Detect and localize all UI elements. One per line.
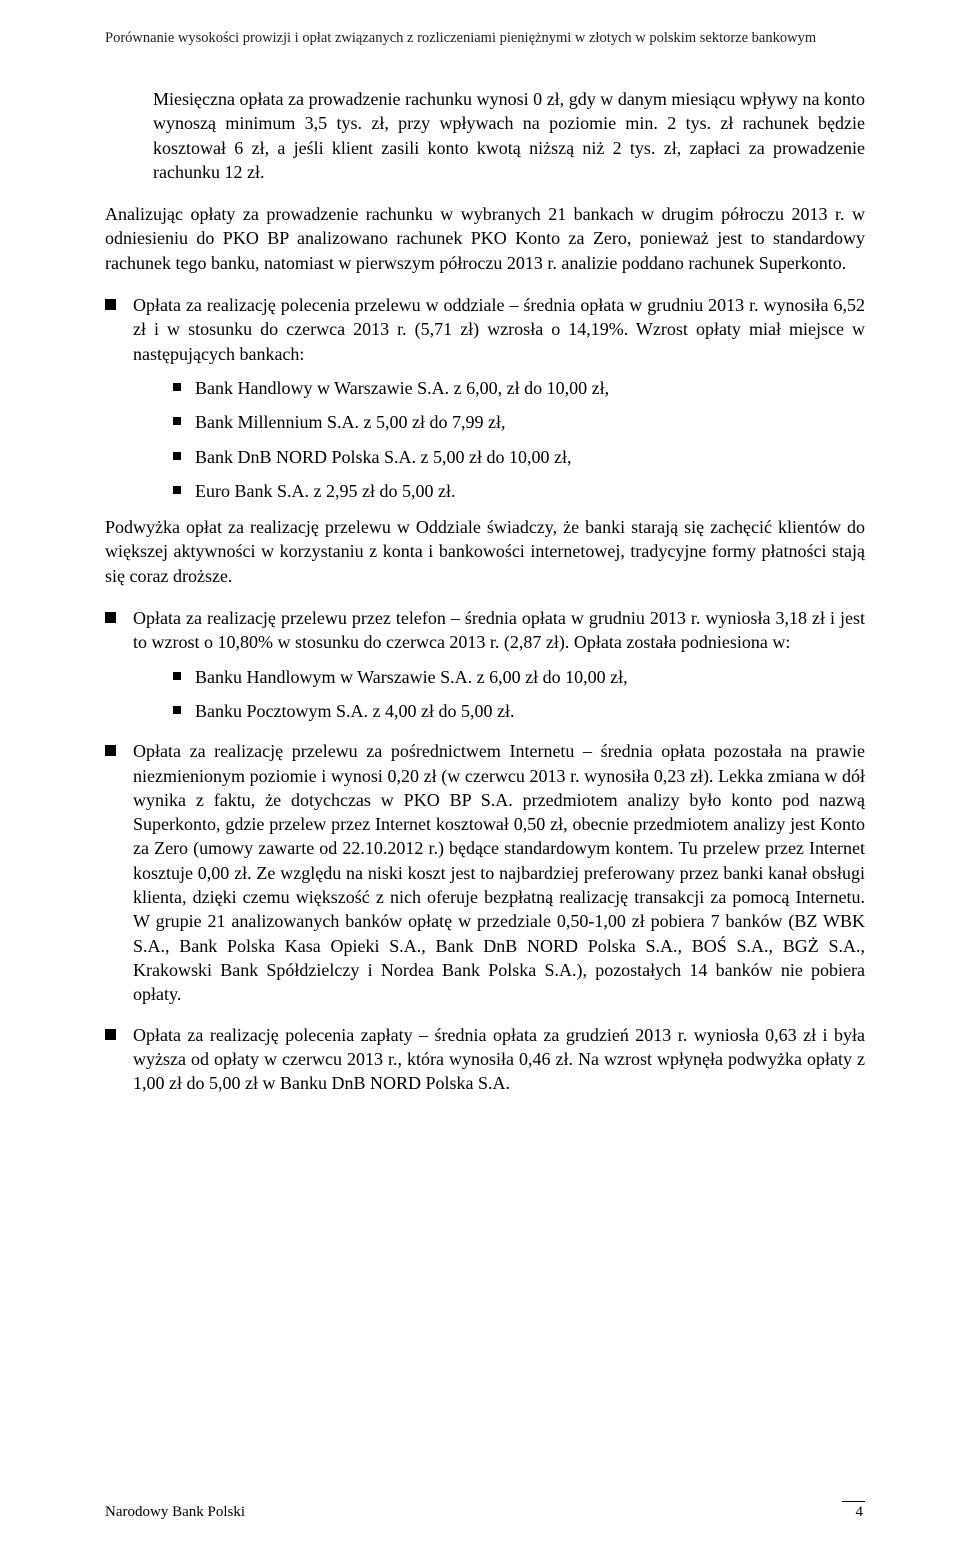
- bullet-item: Opłata za realizację przelewu za pośredn…: [105, 739, 865, 1006]
- indented-paragraph-block: Miesięczna opłata za prowadzenie rachunk…: [153, 87, 865, 184]
- bullet-list-level1: Opłata za realizację przelewu przez tele…: [105, 606, 865, 1095]
- body-paragraph: Podwyżka opłat za realizację przelewu w …: [105, 515, 865, 588]
- sub-bullet-item: Bank Millennium S.A. z 5,00 zł do 7,99 z…: [173, 410, 865, 434]
- sub-bullet-item: Bank DnB NORD Polska S.A. z 5,00 zł do 1…: [173, 445, 865, 469]
- bullet-list-level1: Opłata za realizację polecenia przelewu …: [105, 293, 865, 503]
- bullet-lead-text: Opłata za realizację przelewu przez tele…: [133, 608, 865, 652]
- sub-bullet-item: Euro Bank S.A. z 2,95 zł do 5,00 zł.: [173, 479, 865, 503]
- bullet-item: Opłata za realizację polecenia zapłaty –…: [105, 1023, 865, 1096]
- sub-bullet-item: Bank Handlowy w Warszawie S.A. z 6,00, z…: [173, 376, 865, 400]
- running-head: Porównanie wysokości prowizji i opłat zw…: [105, 30, 865, 47]
- body-paragraph: Analizując opłaty za prowadzenie rachunk…: [105, 202, 865, 275]
- bullet-item: Opłata za realizację polecenia przelewu …: [105, 293, 865, 503]
- bullet-lead-text: Opłata za realizację polecenia przelewu …: [133, 295, 865, 364]
- body-paragraph: Miesięczna opłata za prowadzenie rachunk…: [153, 87, 865, 184]
- bullet-list-level2: Bank Handlowy w Warszawie S.A. z 6,00, z…: [173, 376, 865, 503]
- bullet-list-level2: Banku Handlowym w Warszawie S.A. z 6,00 …: [173, 665, 865, 724]
- sub-bullet-item: Banku Handlowym w Warszawie S.A. z 6,00 …: [173, 665, 865, 689]
- sub-bullet-item: Banku Pocztowym S.A. z 4,00 zł do 5,00 z…: [173, 699, 865, 723]
- page-footer: Narodowy Bank Polski 4: [105, 1501, 865, 1521]
- page-number: 4: [842, 1501, 866, 1521]
- document-page: Porównanie wysokości prowizji i opłat zw…: [0, 0, 960, 1547]
- footer-source: Narodowy Bank Polski: [105, 1504, 245, 1521]
- bullet-item: Opłata za realizację przelewu przez tele…: [105, 606, 865, 723]
